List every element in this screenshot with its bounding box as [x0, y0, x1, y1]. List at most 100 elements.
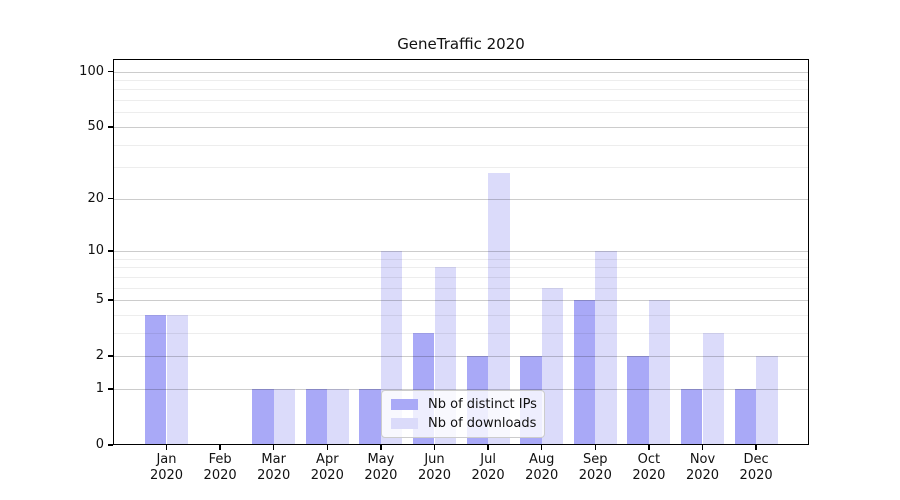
x-tick-mark-aug — [541, 445, 543, 450]
x-tick-month: Oct — [637, 452, 661, 467]
bar-nb-of-distinct-ips-may — [359, 388, 381, 445]
x-tick-mark-mar — [273, 445, 275, 450]
x-tick-mark-oct — [648, 445, 650, 450]
bar-nb-of-distinct-ips-mar — [252, 388, 274, 445]
bar-nb-of-downloads-apr — [327, 388, 349, 445]
x-tick-label-aug: Aug 2020 — [512, 452, 572, 484]
legend-swatch-icon — [391, 418, 418, 429]
y-tick-label-2: 2 — [95, 348, 104, 364]
x-tick-mark-sep — [594, 445, 596, 450]
y-tick-label-20: 20 — [87, 190, 104, 206]
major-gridline-20 — [114, 198, 808, 200]
y-tick-mark-1 — [108, 388, 113, 390]
bar-nb-of-downloads-sep — [595, 250, 617, 445]
minor-gridline-60 — [114, 112, 808, 114]
chart-title: GeneTraffic 2020 — [397, 35, 525, 53]
legend-entry: Nb of distinct IPs — [391, 397, 537, 412]
x-tick-month: Aug — [528, 452, 555, 467]
x-tick-year: 2020 — [257, 468, 291, 483]
x-tick-month: Jun — [424, 452, 445, 467]
x-tick-year: 2020 — [310, 468, 344, 483]
y-tick-mark-100 — [108, 70, 113, 73]
x-tick-year: 2020 — [203, 468, 237, 483]
minor-gridline-6 — [114, 287, 808, 289]
legend-entry: Nb of downloads — [391, 416, 537, 431]
x-tick-label-oct: Oct 2020 — [619, 452, 679, 484]
major-gridline-5 — [114, 300, 808, 302]
y-tick-mark-2 — [108, 355, 113, 357]
x-tick-month: Jan — [156, 452, 177, 467]
x-tick-mark-jul — [487, 445, 489, 450]
x-tick-year: 2020 — [739, 468, 773, 483]
legend-swatch-icon — [391, 399, 418, 410]
x-tick-month: Sep — [583, 452, 608, 467]
x-tick-month: Feb — [208, 452, 232, 467]
minor-gridline-8 — [114, 267, 808, 269]
y-tick-label-100: 100 — [79, 63, 104, 79]
y-tick-mark-20 — [108, 197, 113, 200]
bar-nb-of-downloads-mar — [273, 388, 296, 445]
legend: Nb of distinct IPs Nb of downloads — [381, 390, 545, 438]
x-tick-year: 2020 — [417, 468, 452, 483]
x-tick-mark-jun — [433, 445, 436, 450]
bar-nb-of-distinct-ips-apr — [305, 388, 328, 445]
x-tick-label-sep: Sep 2020 — [565, 452, 625, 484]
minor-gridline-4 — [114, 314, 808, 316]
bar-nb-of-distinct-ips-dec — [734, 388, 757, 445]
legend-entry-label: Nb of distinct IPs — [428, 397, 537, 412]
x-tick-month: Mar — [261, 452, 286, 467]
bar-nb-of-distinct-ips-sep — [573, 300, 596, 445]
minor-gridline-40 — [114, 144, 808, 146]
major-gridline-2 — [114, 356, 808, 358]
x-tick-year: 2020 — [525, 468, 559, 483]
x-tick-label-feb: Feb 2020 — [190, 452, 250, 484]
bar-nb-of-distinct-ips-oct — [627, 356, 649, 445]
minor-gridline-30 — [114, 167, 808, 169]
x-tick-month: May — [367, 452, 395, 467]
bar-nb-of-distinct-ips-nov — [680, 388, 703, 445]
bar-nb-of-downloads-jan — [166, 314, 189, 445]
minor-gridline-3 — [114, 332, 808, 334]
x-tick-year: 2020 — [632, 468, 666, 483]
x-tick-mark-nov — [701, 445, 704, 450]
major-gridline-50 — [114, 126, 808, 128]
x-tick-year: 2020 — [149, 468, 184, 483]
x-tick-label-apr: Apr 2020 — [297, 452, 357, 484]
minor-gridline-7 — [114, 276, 808, 278]
x-tick-month: Jul — [480, 452, 496, 467]
major-gridline-10 — [114, 250, 808, 252]
x-tick-year: 2020 — [471, 468, 505, 483]
x-tick-year: 2020 — [578, 468, 612, 483]
x-tick-year: 2020 — [685, 468, 720, 483]
x-tick-label-jul: Jul 2020 — [458, 452, 518, 484]
minor-gridline-90 — [114, 80, 808, 82]
x-tick-mark-feb — [219, 445, 221, 450]
x-tick-label-mar: Mar 2020 — [244, 452, 304, 484]
bar-nb-of-downloads-nov — [702, 332, 725, 445]
legend-entry-label: Nb of downloads — [428, 416, 537, 431]
x-tick-mark-may — [380, 445, 382, 450]
major-gridline-100 — [114, 71, 808, 73]
x-tick-mark-jan — [165, 445, 168, 450]
x-tick-mark-apr — [326, 445, 328, 450]
x-tick-label-dec: Dec 2020 — [726, 452, 786, 484]
x-tick-month: Dec — [743, 452, 769, 467]
y-tick-mark-5 — [108, 299, 113, 301]
bar-nb-of-downloads-dec — [756, 356, 778, 445]
y-tick-label-0: 0 — [95, 437, 104, 452]
bar-nb-of-downloads-oct — [648, 300, 671, 445]
y-tick-mark-10 — [108, 250, 113, 252]
x-tick-label-may: May 2020 — [351, 452, 411, 484]
x-tick-mark-dec — [755, 445, 757, 450]
minor-gridline-70 — [114, 100, 808, 102]
plot-border — [113, 59, 809, 445]
y-tick-mark-0 — [108, 444, 113, 446]
x-tick-month: Nov — [689, 452, 716, 467]
bar-nb-of-distinct-ips-jan — [144, 314, 167, 445]
x-tick-label-jun: Jun 2020 — [405, 452, 465, 484]
x-tick-month: Apr — [316, 452, 339, 467]
minor-gridline-80 — [114, 89, 808, 91]
y-tick-label-10: 10 — [87, 242, 104, 258]
x-tick-label-nov: Nov 2020 — [673, 452, 733, 484]
